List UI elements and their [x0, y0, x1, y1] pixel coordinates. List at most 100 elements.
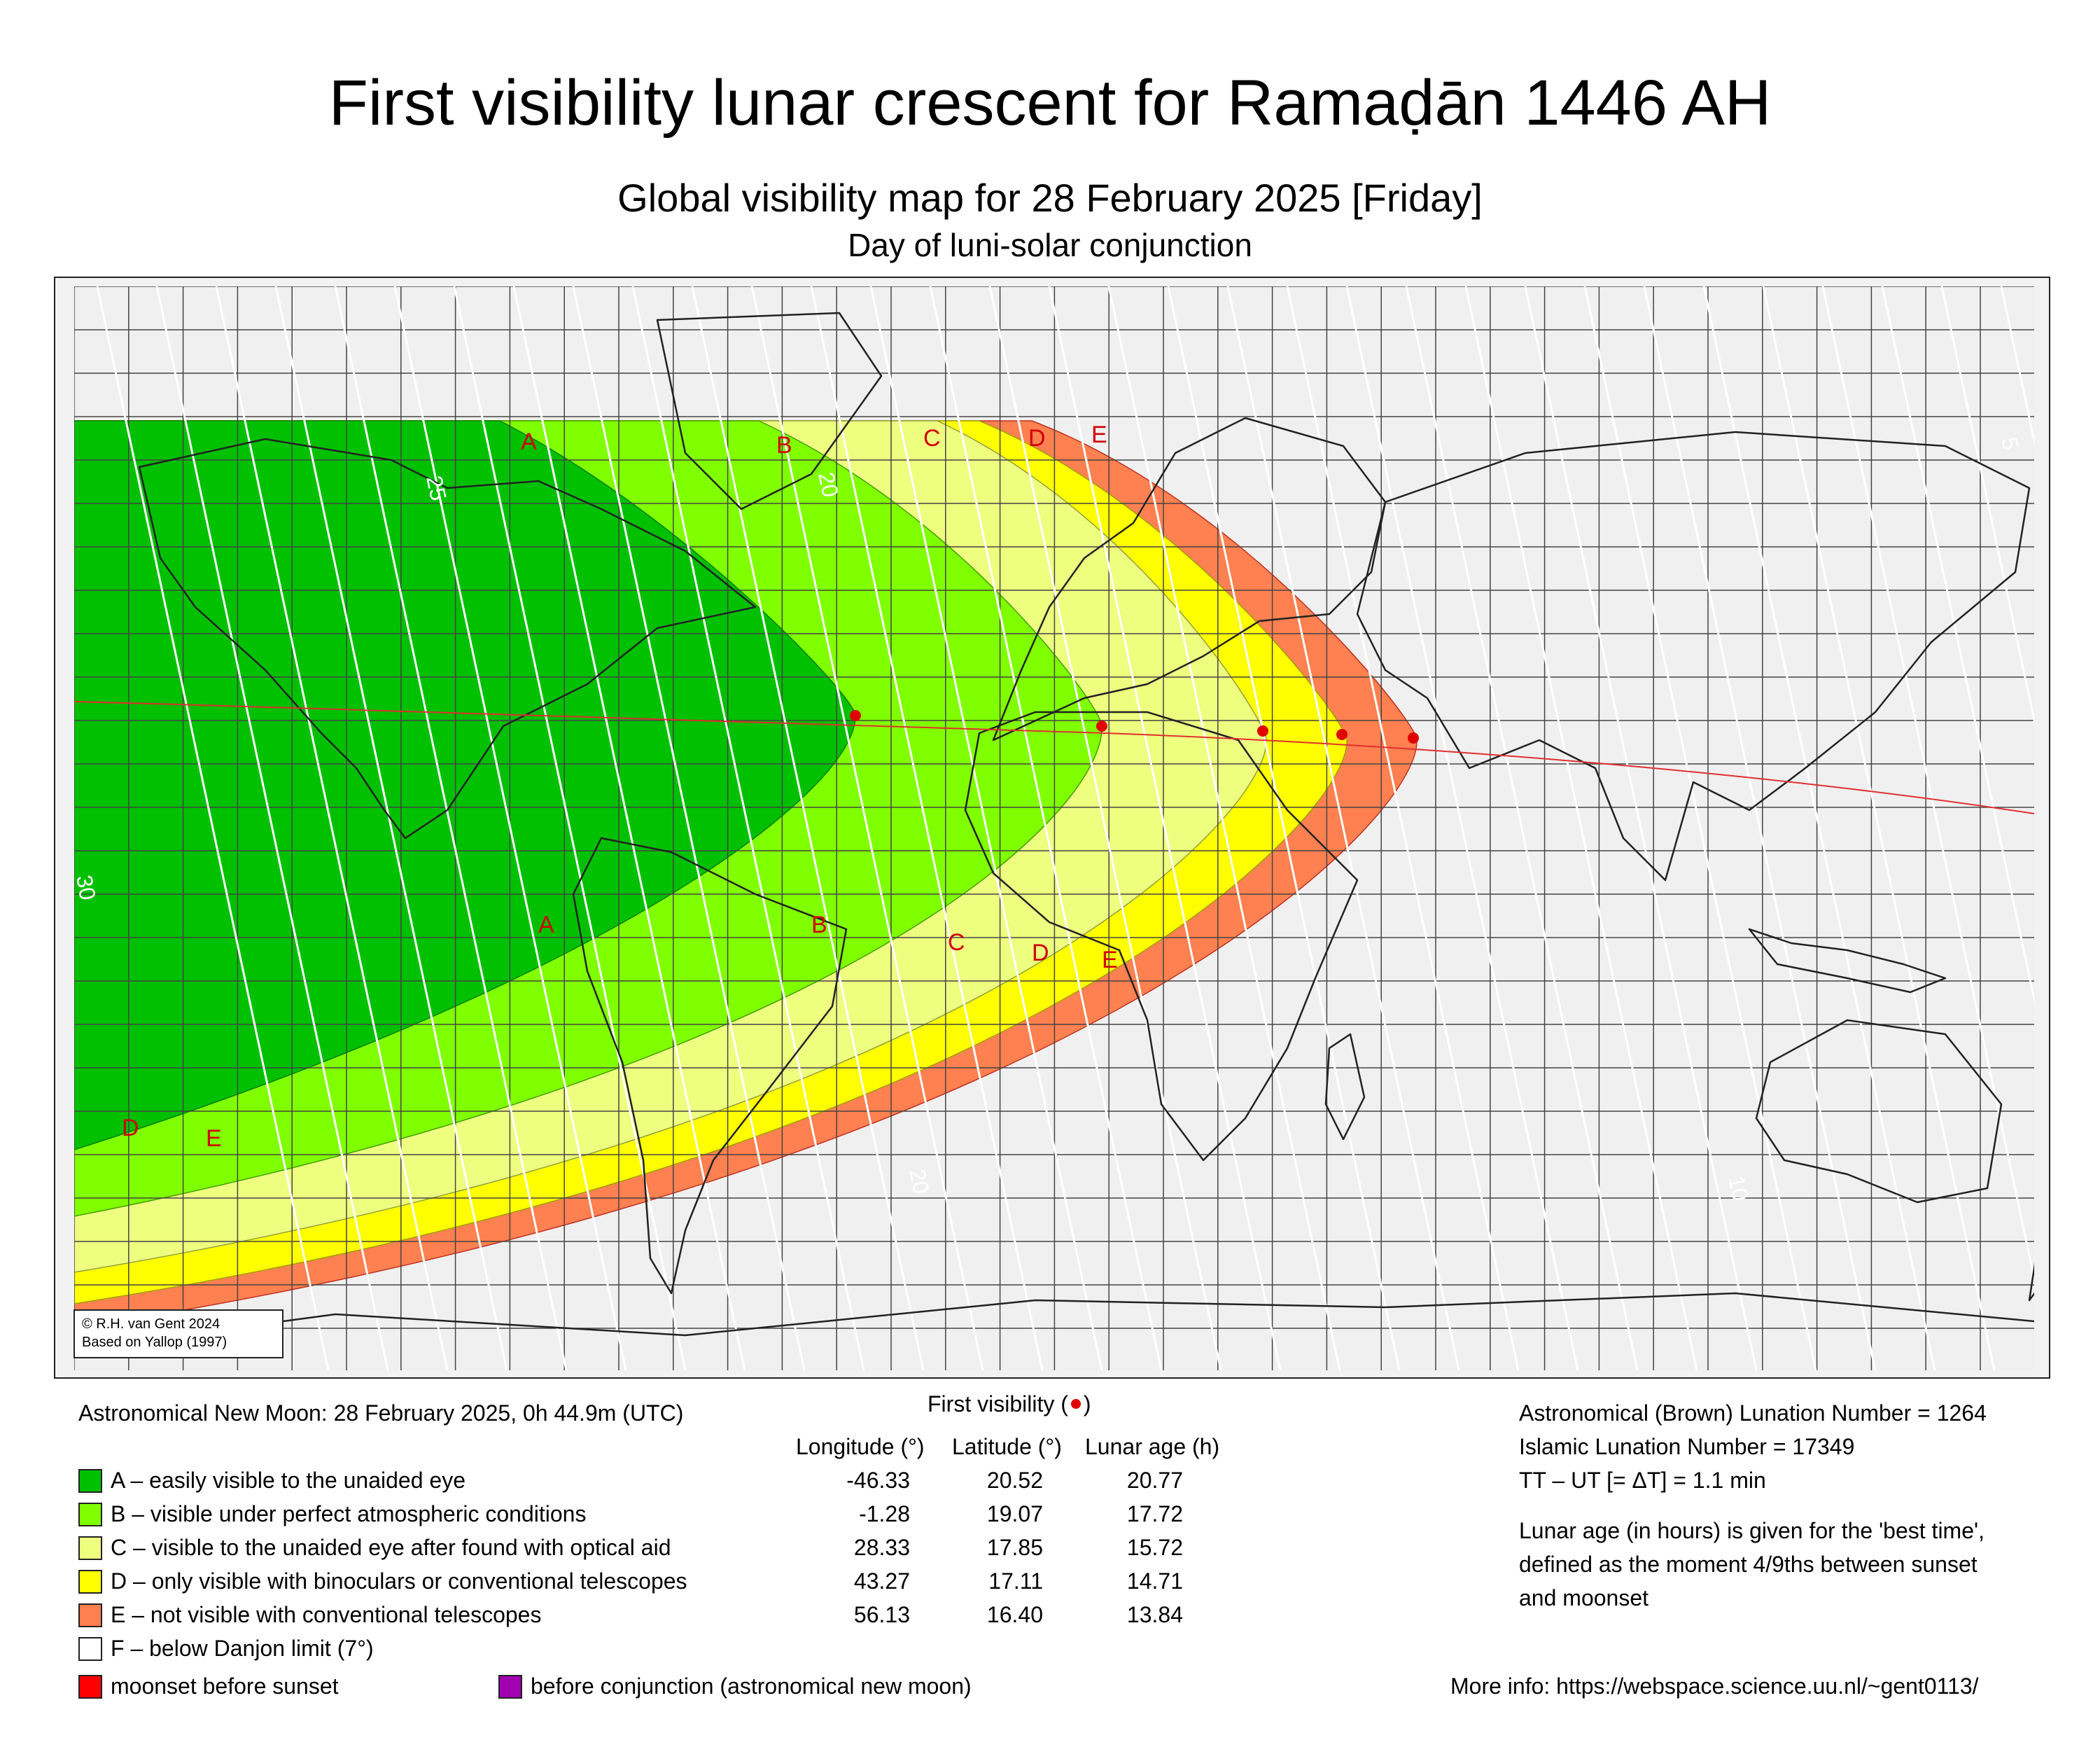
islamic-lunation-number: Islamic Lunation Number = 17349 [1519, 1434, 1855, 1459]
isochrone-line [1524, 286, 1758, 1370]
isochrone-line [988, 286, 1222, 1370]
longitude-c: 28.33 [853, 1535, 910, 1560]
credit-author: © R.H. van Gent 2024 [82, 1316, 220, 1332]
lunar-age-c: 15.72 [1126, 1535, 1183, 1560]
isochrone-line [1762, 286, 1996, 1370]
legend-label-a: A – easily visible to the unaided eye [111, 1468, 465, 1493]
isochrone-line [691, 286, 925, 1370]
madagascar [1324, 1033, 1366, 1141]
zone-letter-d-bottom: D [1032, 940, 1049, 966]
isochrone-line [1048, 286, 1282, 1370]
north-america [138, 438, 757, 840]
legend-swatch-d [78, 1570, 102, 1594]
conjunction-label: before conjunction (astronomical new moo… [531, 1673, 972, 1699]
legend-swatch-a [78, 1469, 102, 1493]
legend-swatch-b [78, 1503, 102, 1526]
more-info-link[interactable]: More info: https://webspace.science.uu.n… [1450, 1673, 1979, 1699]
isochrone-line [1405, 286, 1639, 1370]
longitude-a: -46.33 [846, 1468, 910, 1493]
credit-source: Based on Yallop (1997) [82, 1335, 227, 1350]
isochrone-line [1286, 286, 1520, 1370]
longitude-b: -1.28 [859, 1501, 910, 1526]
longitude-d: 43.27 [853, 1568, 910, 1594]
isochrone-line [1643, 286, 1877, 1370]
isochrone-line [1167, 286, 1401, 1370]
zone-letter-e-top: E [1091, 422, 1107, 448]
credit-box: © R.H. van Gent 2024 Based on Yallop (19… [74, 1309, 284, 1358]
first-visibility-dot-b [1096, 721, 1107, 732]
zone-letter-a-bottom: A [538, 912, 554, 938]
new-zealand [2028, 1262, 2034, 1302]
australia [1755, 1019, 2003, 1204]
isochrone-line [1881, 286, 2034, 1005]
first-visibility-close: ) [1083, 1391, 1091, 1417]
isochrone-line [274, 286, 508, 1370]
legend-swatch-f [78, 1637, 102, 1661]
legend-label-e: E – not visible with conventional telesc… [111, 1602, 542, 1627]
zone-letter-e-bottom: E [1102, 947, 1118, 973]
isochrone-line [1345, 286, 1579, 1370]
table-header-lunar-age: Lunar age (h) [1085, 1434, 1220, 1459]
lunar-age-note-2: defined as the moment 4/9ths between sun… [1519, 1552, 1977, 1577]
delta-t-value: TT – UT [= ΔT] = 1.1 min [1519, 1468, 1766, 1493]
isochrone-line [572, 286, 806, 1370]
map-subtitle-conjunction: Day of luni-solar conjunction [848, 227, 1252, 263]
lunar-age-a: 20.77 [1126, 1468, 1183, 1493]
zone-letter-c-top: C [923, 425, 941, 452]
moonset-label: moonset before sunset [111, 1673, 339, 1699]
isochrone-label-20-top: 20 [813, 470, 844, 499]
isochrone-line [1583, 286, 1817, 1370]
lunar-age-e: 13.84 [1126, 1602, 1183, 1627]
isochrone-line [453, 286, 687, 1370]
zone-letter-d-top: D [1028, 425, 1046, 452]
isochrone-label-25: 25 [421, 473, 451, 503]
latitude-b: 19.07 [986, 1501, 1043, 1526]
first-visibility-dot-d [1336, 729, 1348, 740]
isochrone-label-10: 10 [1723, 1174, 1754, 1203]
zone-letter-c-bottom: C [948, 929, 965, 956]
isochrone-line [929, 286, 1163, 1370]
first-visibility-dot-a [850, 710, 861, 721]
first-visibility-label: First visibility ( [927, 1391, 1068, 1417]
isochrone-line [512, 286, 746, 1370]
legend-swatch-e [78, 1603, 102, 1627]
legend-label-c: C – visible to the unaided eye after fou… [111, 1535, 671, 1560]
longitude-e: 56.13 [853, 1602, 910, 1627]
zone-letter-e-left: E [206, 1125, 222, 1152]
southeast-asia-islands [1748, 928, 1947, 994]
isochrone-line [1702, 286, 1936, 1370]
table-header-latitude: Latitude (°) [952, 1434, 1062, 1459]
table-header-longitude: Longitude (°) [796, 1434, 925, 1459]
zone-letter-a-top: A [521, 429, 537, 455]
isochrone-line [155, 286, 389, 1370]
map-canvas: A B C D E A B C D E D E 25 20 30 20 10 5 [74, 286, 2034, 1370]
lunar-age-d: 14.71 [1126, 1568, 1183, 1594]
isochrone-line [631, 286, 865, 1370]
zone-letter-d-left: D [122, 1115, 139, 1141]
isochrone-line [1226, 286, 1460, 1370]
isochrone-line [215, 286, 449, 1370]
isochrone-line [750, 286, 984, 1370]
isochrone-line [1464, 286, 1698, 1370]
first-visibility-dot-icon [1070, 1398, 1081, 1409]
isochrone-line [1940, 286, 2034, 725]
isochrone-line [1821, 286, 2034, 1283]
coastlines [74, 312, 2034, 1351]
isochrone-label-20-bottom: 20 [904, 1167, 934, 1196]
isochrone-line [96, 286, 330, 1370]
isochrone-lines [96, 286, 2034, 1370]
moonset-swatch [78, 1675, 102, 1699]
latitude-a: 20.52 [986, 1468, 1043, 1493]
zone-letter-b-top: B [776, 432, 792, 459]
conjunction-swatch [498, 1675, 522, 1699]
brown-lunation-number: Astronomical (Brown) Lunation Number = 1… [1519, 1400, 1987, 1426]
page-title: First visibility lunar crescent for Rama… [328, 67, 1772, 139]
africa [964, 711, 1359, 1162]
first-visibility-dot-c [1257, 725, 1268, 737]
greenland [656, 312, 883, 510]
isochrone-line [334, 286, 568, 1370]
latitude-e: 16.40 [986, 1602, 1043, 1627]
lunar-age-note-3: and moonset [1519, 1585, 1649, 1610]
lunar-age-b: 17.72 [1126, 1501, 1183, 1526]
latitude-d: 17.11 [988, 1568, 1043, 1594]
